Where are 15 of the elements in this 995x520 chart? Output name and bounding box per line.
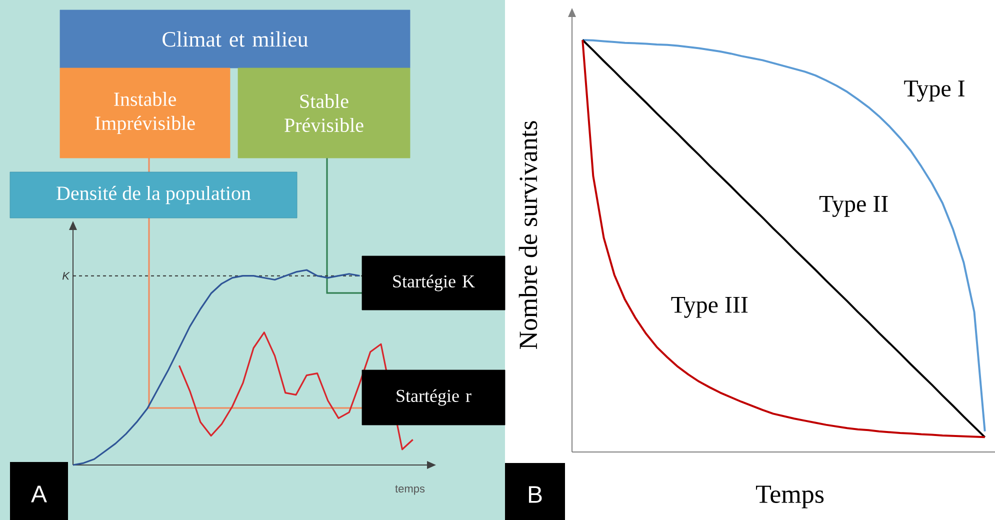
annotation: Startégie r [396,389,472,406]
x-axis-title: temps [395,485,425,495]
text: Instable Imprévisible [95,92,195,134]
text: Stable Prévisible [284,94,364,132]
series-label: Type II [819,196,888,217]
text: Climat et milieu [162,31,308,47]
y-axis-title: Nombre de survivants [518,121,538,350]
x-axis-title: Temps [756,486,824,508]
annotation: Startégie K [393,274,475,292]
series-label: Type III [671,296,748,318]
series-label: Type I [904,80,964,102]
text: B [528,486,542,503]
ref-line-label: K [62,272,70,280]
y-axis-title: Densité de la population [56,186,251,204]
text: A [31,486,47,502]
